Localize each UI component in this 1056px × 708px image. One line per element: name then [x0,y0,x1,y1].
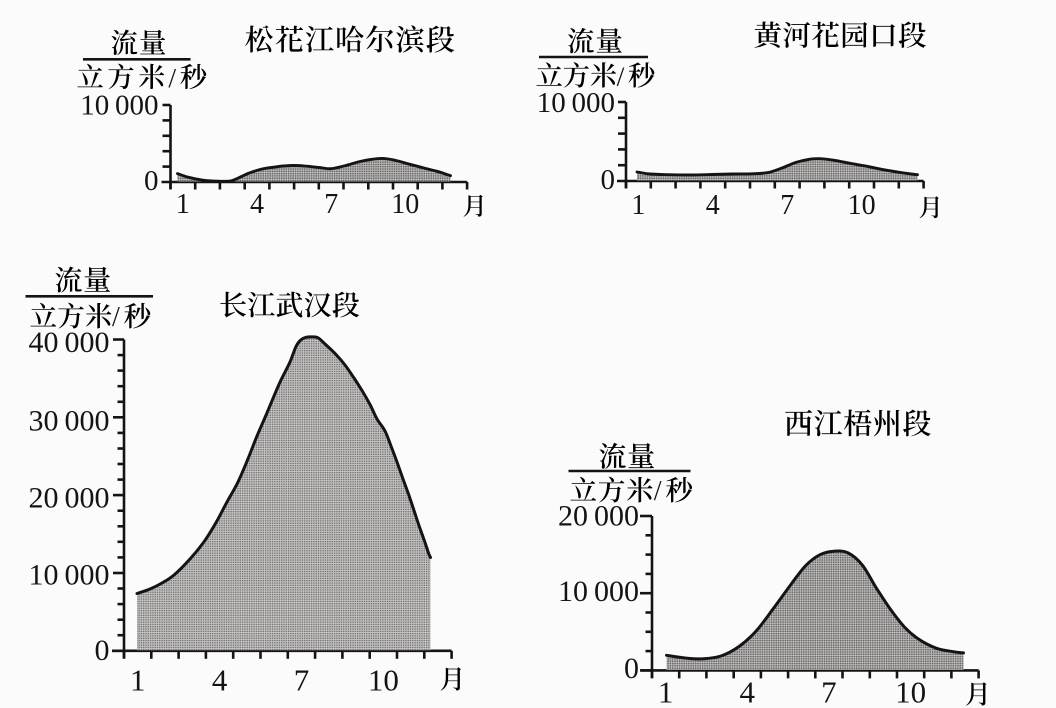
svg-text:/: / [168,63,176,94]
svg-text:10: 10 [391,189,419,220]
svg-text:/: / [617,61,625,92]
svg-text:7: 7 [324,189,338,220]
svg-text:1: 1 [658,675,674,708]
svg-text:10: 10 [848,190,876,221]
svg-text:/: / [112,302,120,333]
svg-text:0: 0 [144,165,159,197]
svg-text:0: 0 [601,164,616,196]
svg-text:7: 7 [821,675,837,708]
svg-text:/: / [654,476,662,507]
svg-text:4: 4 [212,663,228,698]
svg-text:1: 1 [176,189,190,220]
svg-text:10 000: 10 000 [80,90,158,122]
svg-text:0: 0 [95,634,110,667]
svg-text:4: 4 [706,190,720,221]
svg-text:20 000: 20 000 [558,499,639,532]
svg-text:20 000: 20 000 [28,482,109,515]
svg-text:0: 0 [624,652,639,685]
svg-text:10: 10 [895,675,926,708]
svg-text:10 000: 10 000 [558,575,639,608]
svg-text:10 000: 10 000 [28,558,109,591]
svg-text:1: 1 [631,190,645,221]
svg-text:10 000: 10 000 [537,87,615,119]
svg-text:10: 10 [368,663,399,698]
svg-text:40 000: 40 000 [28,326,109,359]
svg-text:1: 1 [130,663,146,698]
svg-text:4: 4 [250,189,264,220]
svg-text:7: 7 [780,190,794,221]
svg-text:4: 4 [740,675,756,708]
svg-text:30 000: 30 000 [28,405,109,438]
svg-text:7: 7 [294,663,310,698]
